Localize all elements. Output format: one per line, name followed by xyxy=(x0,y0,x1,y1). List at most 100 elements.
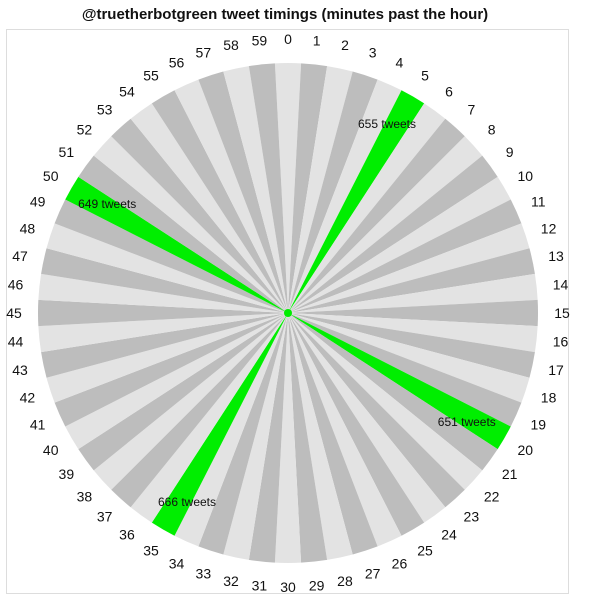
wedge-minute-16 xyxy=(288,313,538,353)
minute-label-22: 22 xyxy=(484,488,500,504)
wedge-minute-17 xyxy=(288,313,535,378)
minute-label-4: 4 xyxy=(396,55,404,71)
minute-label-10: 10 xyxy=(518,168,534,184)
wedge-minute-55 xyxy=(151,90,288,313)
minute-label-5: 5 xyxy=(421,68,429,84)
wedge-minute-51 xyxy=(78,155,288,313)
minute-label-49: 49 xyxy=(30,194,46,210)
wedge-minute-31 xyxy=(248,313,288,563)
minute-label-50: 50 xyxy=(43,168,59,184)
wedge-minute-27 xyxy=(288,313,378,555)
tweet-count-label-35: 666 tweets xyxy=(158,495,216,509)
wedge-minute-38 xyxy=(93,313,289,490)
minute-label-41: 41 xyxy=(30,416,46,432)
minute-label-24: 24 xyxy=(441,527,457,543)
wedge-minute-33 xyxy=(198,313,288,555)
minute-label-1: 1 xyxy=(313,33,321,49)
minute-label-20: 20 xyxy=(518,442,534,458)
wedge-minute-4 xyxy=(288,79,402,313)
minute-label-9: 9 xyxy=(506,144,514,160)
wedge-minute-37 xyxy=(111,313,288,508)
wedge-minute-48 xyxy=(46,223,288,313)
wedge-minute-0 xyxy=(274,62,302,314)
minute-label-38: 38 xyxy=(77,488,93,504)
chart-frame xyxy=(6,29,569,594)
wedge-minute-1 xyxy=(288,63,328,314)
minute-label-16: 16 xyxy=(553,334,569,350)
minute-label-48: 48 xyxy=(20,220,36,236)
wedge-minute-23 xyxy=(288,313,465,508)
wedge-minute-46 xyxy=(38,273,289,313)
wedge-minute-13 xyxy=(288,248,535,313)
chart-title: @truetherbotgreen tweet timings (minutes… xyxy=(81,6,489,23)
wedge-minute-11 xyxy=(288,199,522,313)
wedge-minute-54 xyxy=(130,103,288,313)
wedge-minute-22 xyxy=(288,313,483,490)
wedge-minute-8 xyxy=(288,136,483,313)
minute-label-52: 52 xyxy=(77,122,93,138)
minute-label-57: 57 xyxy=(196,44,212,60)
wedge-minute-29 xyxy=(288,313,328,563)
wedge-minute-26 xyxy=(288,313,402,547)
minute-label-26: 26 xyxy=(392,555,408,571)
minute-label-28: 28 xyxy=(337,573,353,589)
minute-label-51: 51 xyxy=(59,144,75,160)
wedge-minute-24 xyxy=(288,313,446,523)
wedge-minute-43 xyxy=(41,313,288,378)
minute-label-14: 14 xyxy=(553,276,569,292)
minute-label-47: 47 xyxy=(12,248,28,264)
minute-label-45: 45 xyxy=(6,305,22,321)
wedge-minute-9 xyxy=(288,155,498,313)
wedge-minute-20 xyxy=(288,313,511,450)
wedge-minute-12 xyxy=(288,223,530,313)
wedge-minute-36 xyxy=(130,313,288,523)
minute-label-17: 17 xyxy=(548,362,564,378)
minute-label-13: 13 xyxy=(548,248,564,264)
minute-label-7: 7 xyxy=(467,101,475,117)
minute-label-44: 44 xyxy=(8,334,24,350)
minute-label-43: 43 xyxy=(12,362,28,378)
tweet-count-label-20: 651 tweets xyxy=(438,415,496,429)
wedge-minute-30 xyxy=(274,313,302,564)
minute-label-36: 36 xyxy=(119,527,135,543)
wedge-minute-14 xyxy=(288,273,538,313)
minute-label-54: 54 xyxy=(119,83,135,99)
minute-label-6: 6 xyxy=(445,83,453,99)
wedge-minute-53 xyxy=(111,118,288,314)
wedge-minute-35 xyxy=(151,313,288,536)
minute-label-42: 42 xyxy=(20,390,36,406)
wedge-minute-39 xyxy=(78,313,288,471)
wedge-minute-44 xyxy=(38,313,289,353)
minute-label-21: 21 xyxy=(502,466,518,482)
wedge-minute-41 xyxy=(54,313,288,427)
wedge-minute-59 xyxy=(248,63,288,314)
minute-label-58: 58 xyxy=(223,37,239,53)
minute-label-2: 2 xyxy=(341,37,349,53)
minute-label-37: 37 xyxy=(97,509,113,525)
tweet-count-label-50: 649 tweets xyxy=(78,197,136,211)
minute-label-55: 55 xyxy=(143,68,159,84)
minute-label-56: 56 xyxy=(169,55,185,71)
minute-label-8: 8 xyxy=(488,122,496,138)
minute-label-32: 32 xyxy=(223,573,239,589)
minute-label-27: 27 xyxy=(365,566,381,582)
minute-label-39: 39 xyxy=(59,466,75,482)
wedge-minute-15 xyxy=(288,299,539,327)
center-dot xyxy=(284,309,292,317)
wedge-minute-6 xyxy=(288,103,446,313)
wedge-minute-45 xyxy=(37,299,289,327)
wedge-minute-21 xyxy=(288,313,498,471)
wedge-minute-2 xyxy=(288,66,353,313)
minute-label-11: 11 xyxy=(531,194,546,210)
minute-label-19: 19 xyxy=(531,416,547,432)
wedge-minute-3 xyxy=(288,71,378,314)
wedge-minute-7 xyxy=(288,118,465,314)
wedge-minute-25 xyxy=(288,313,425,536)
wedge-minute-49 xyxy=(54,199,288,313)
minute-label-15: 15 xyxy=(554,305,570,321)
wedge-minute-28 xyxy=(288,313,353,560)
wedge-minute-19 xyxy=(288,313,522,427)
wedge-minute-52 xyxy=(93,136,289,313)
minute-label-40: 40 xyxy=(43,442,59,458)
